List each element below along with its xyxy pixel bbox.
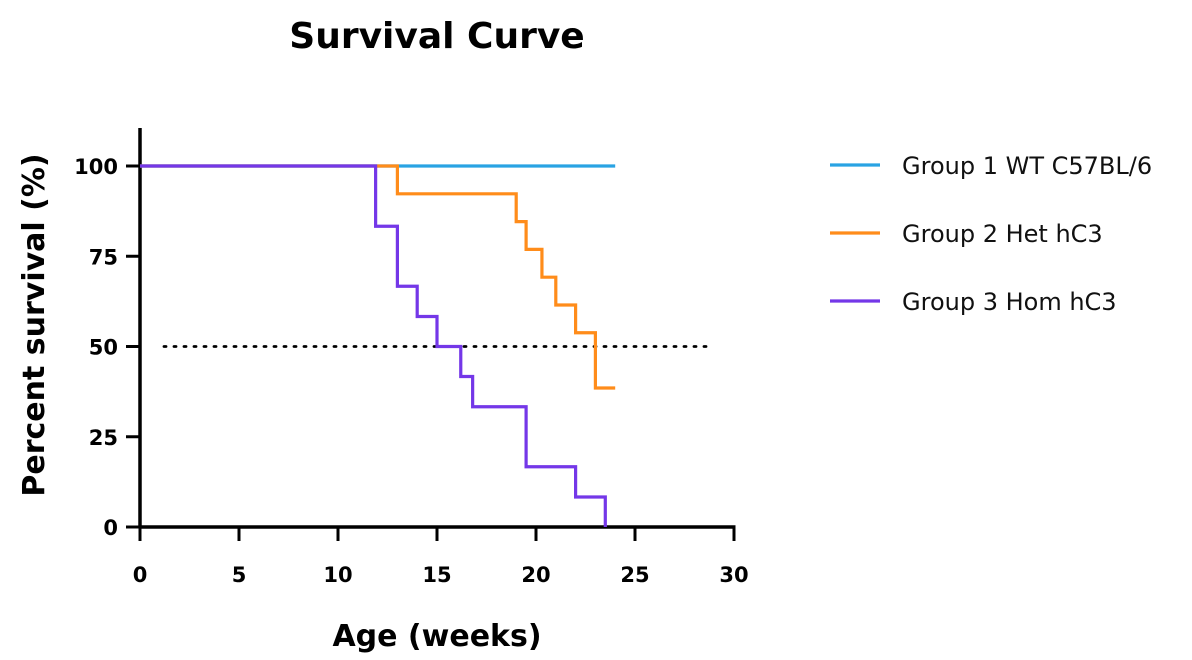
plot-area: 0 5 10 15 20 25 30 0 25 50 75 100	[74, 128, 749, 587]
legend-label-group-2: Group 2 Het hC3	[902, 220, 1103, 248]
series-line-group-3	[140, 164, 607, 527]
y-tick-label: 0	[103, 516, 118, 540]
x-tick-label: 5	[232, 563, 247, 587]
y-tick-label: 25	[89, 426, 118, 450]
series-line-group-2	[140, 164, 616, 390]
x-tick-label: 15	[422, 563, 451, 587]
chart-title: Survival Curve	[289, 16, 584, 57]
x-tick-label: 30	[719, 563, 748, 587]
y-tick-label: 100	[74, 155, 118, 179]
x-tick-label: 0	[133, 563, 148, 587]
legend-label-group-1: Group 1 WT C57BL/6	[902, 152, 1152, 180]
y-axis-title: Percent survival (%)	[17, 153, 52, 496]
y-tick-label: 75	[89, 245, 118, 269]
legend-label-group-3: Group 3 Hom hC3	[902, 288, 1117, 316]
x-tick-label: 10	[323, 563, 352, 587]
x-tick-label: 25	[620, 563, 649, 587]
y-tick-label: 50	[89, 336, 118, 360]
x-tick-label: 20	[521, 563, 550, 587]
x-axis-title: Age (weeks)	[332, 619, 541, 654]
legend: Group 1 WT C57BL/6 Group 2 Het hC3 Group 3…	[830, 152, 1152, 316]
